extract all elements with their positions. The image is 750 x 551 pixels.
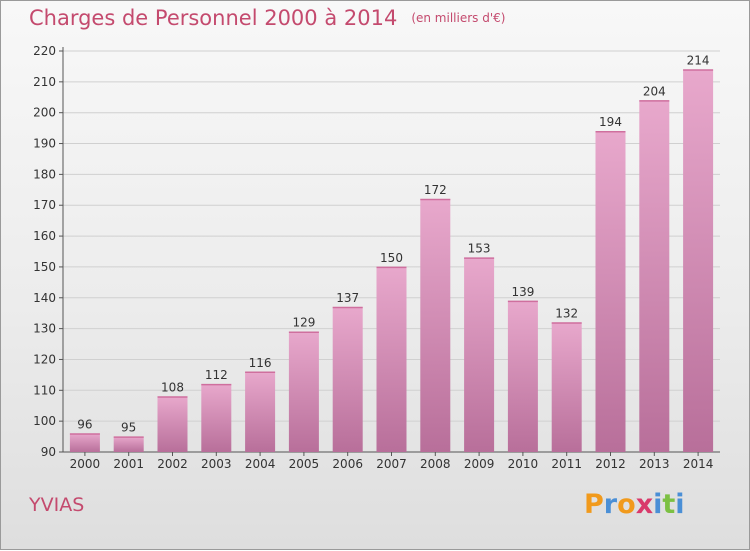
value-label: 116: [249, 356, 272, 370]
title-text: Charges de Personnel 2000 à 2014: [29, 6, 398, 30]
value-label: 150: [380, 251, 403, 265]
x-tick-label: 2005: [289, 457, 320, 471]
x-tick-label: 2006: [332, 457, 363, 471]
y-tick-label: 160: [33, 229, 56, 243]
bar: [69, 433, 100, 452]
value-label: 204: [643, 84, 666, 98]
value-label: 194: [599, 115, 622, 129]
logo-letter: r: [603, 489, 618, 520]
bar: [201, 384, 232, 452]
bar: [464, 257, 495, 452]
logo-letter: P: [584, 489, 604, 520]
x-tick-label: 2012: [595, 457, 626, 471]
x-tick-label: 2010: [508, 457, 539, 471]
logo-letter: o: [617, 489, 636, 520]
value-label: 108: [161, 380, 184, 394]
logo-letter: i: [675, 489, 685, 520]
x-tick-label: 2009: [464, 457, 495, 471]
y-tick-label: 170: [33, 198, 56, 212]
value-label: 96: [77, 417, 92, 431]
y-tick-label: 120: [33, 352, 56, 366]
value-label: 112: [205, 368, 228, 382]
bar: [683, 69, 714, 452]
unit-label: (en milliers d'€): [411, 11, 506, 25]
x-tick-label: 2003: [201, 457, 232, 471]
bar: [288, 331, 319, 452]
y-tick-label: 200: [33, 106, 56, 120]
x-tick-label: 2014: [683, 457, 714, 471]
bar: [245, 371, 276, 452]
bar: [551, 322, 582, 452]
value-label: 129: [292, 316, 315, 330]
x-tick-label: 2001: [113, 457, 144, 471]
y-tick-label: 100: [33, 414, 56, 428]
bar: [332, 307, 363, 452]
x-tick-label: 2000: [70, 457, 101, 471]
y-tick-label: 190: [33, 137, 56, 151]
value-label: 132: [555, 306, 578, 320]
value-label: 172: [424, 183, 447, 197]
proxiti-logo: Proxiti: [584, 489, 685, 520]
value-label: 137: [336, 291, 359, 305]
logo-letter: t: [662, 489, 676, 520]
bar: [157, 396, 188, 452]
bar: [376, 266, 407, 452]
y-tick-label: 140: [33, 291, 56, 305]
y-tick-label: 180: [33, 167, 56, 181]
value-label: 139: [511, 285, 534, 299]
x-tick-label: 2002: [157, 457, 188, 471]
y-tick-label: 220: [33, 44, 56, 58]
y-tick-label: 150: [33, 260, 56, 274]
bar: [507, 300, 538, 452]
x-tick-label: 2007: [376, 457, 407, 471]
y-tick-label: 130: [33, 322, 56, 336]
bar: [595, 131, 626, 452]
commune-name: YVIAS: [29, 494, 85, 516]
y-tick-label: 110: [33, 383, 56, 397]
x-tick-label: 2008: [420, 457, 451, 471]
bar: [639, 100, 670, 452]
value-label: 214: [687, 54, 710, 68]
logo-letter: i: [653, 489, 663, 520]
x-tick-label: 2013: [639, 457, 670, 471]
x-tick-label: 2011: [551, 457, 582, 471]
bar: [420, 199, 451, 452]
y-tick-label: 210: [33, 75, 56, 89]
logo-letter: x: [635, 489, 654, 520]
x-tick-label: 2004: [245, 457, 276, 471]
bar: [113, 436, 144, 452]
y-tick-label: 90: [41, 445, 56, 459]
value-label: 153: [468, 242, 491, 256]
chart-title: Charges de Personnel 2000 à 2014 (en mill…: [29, 6, 505, 30]
value-label: 95: [121, 421, 136, 435]
